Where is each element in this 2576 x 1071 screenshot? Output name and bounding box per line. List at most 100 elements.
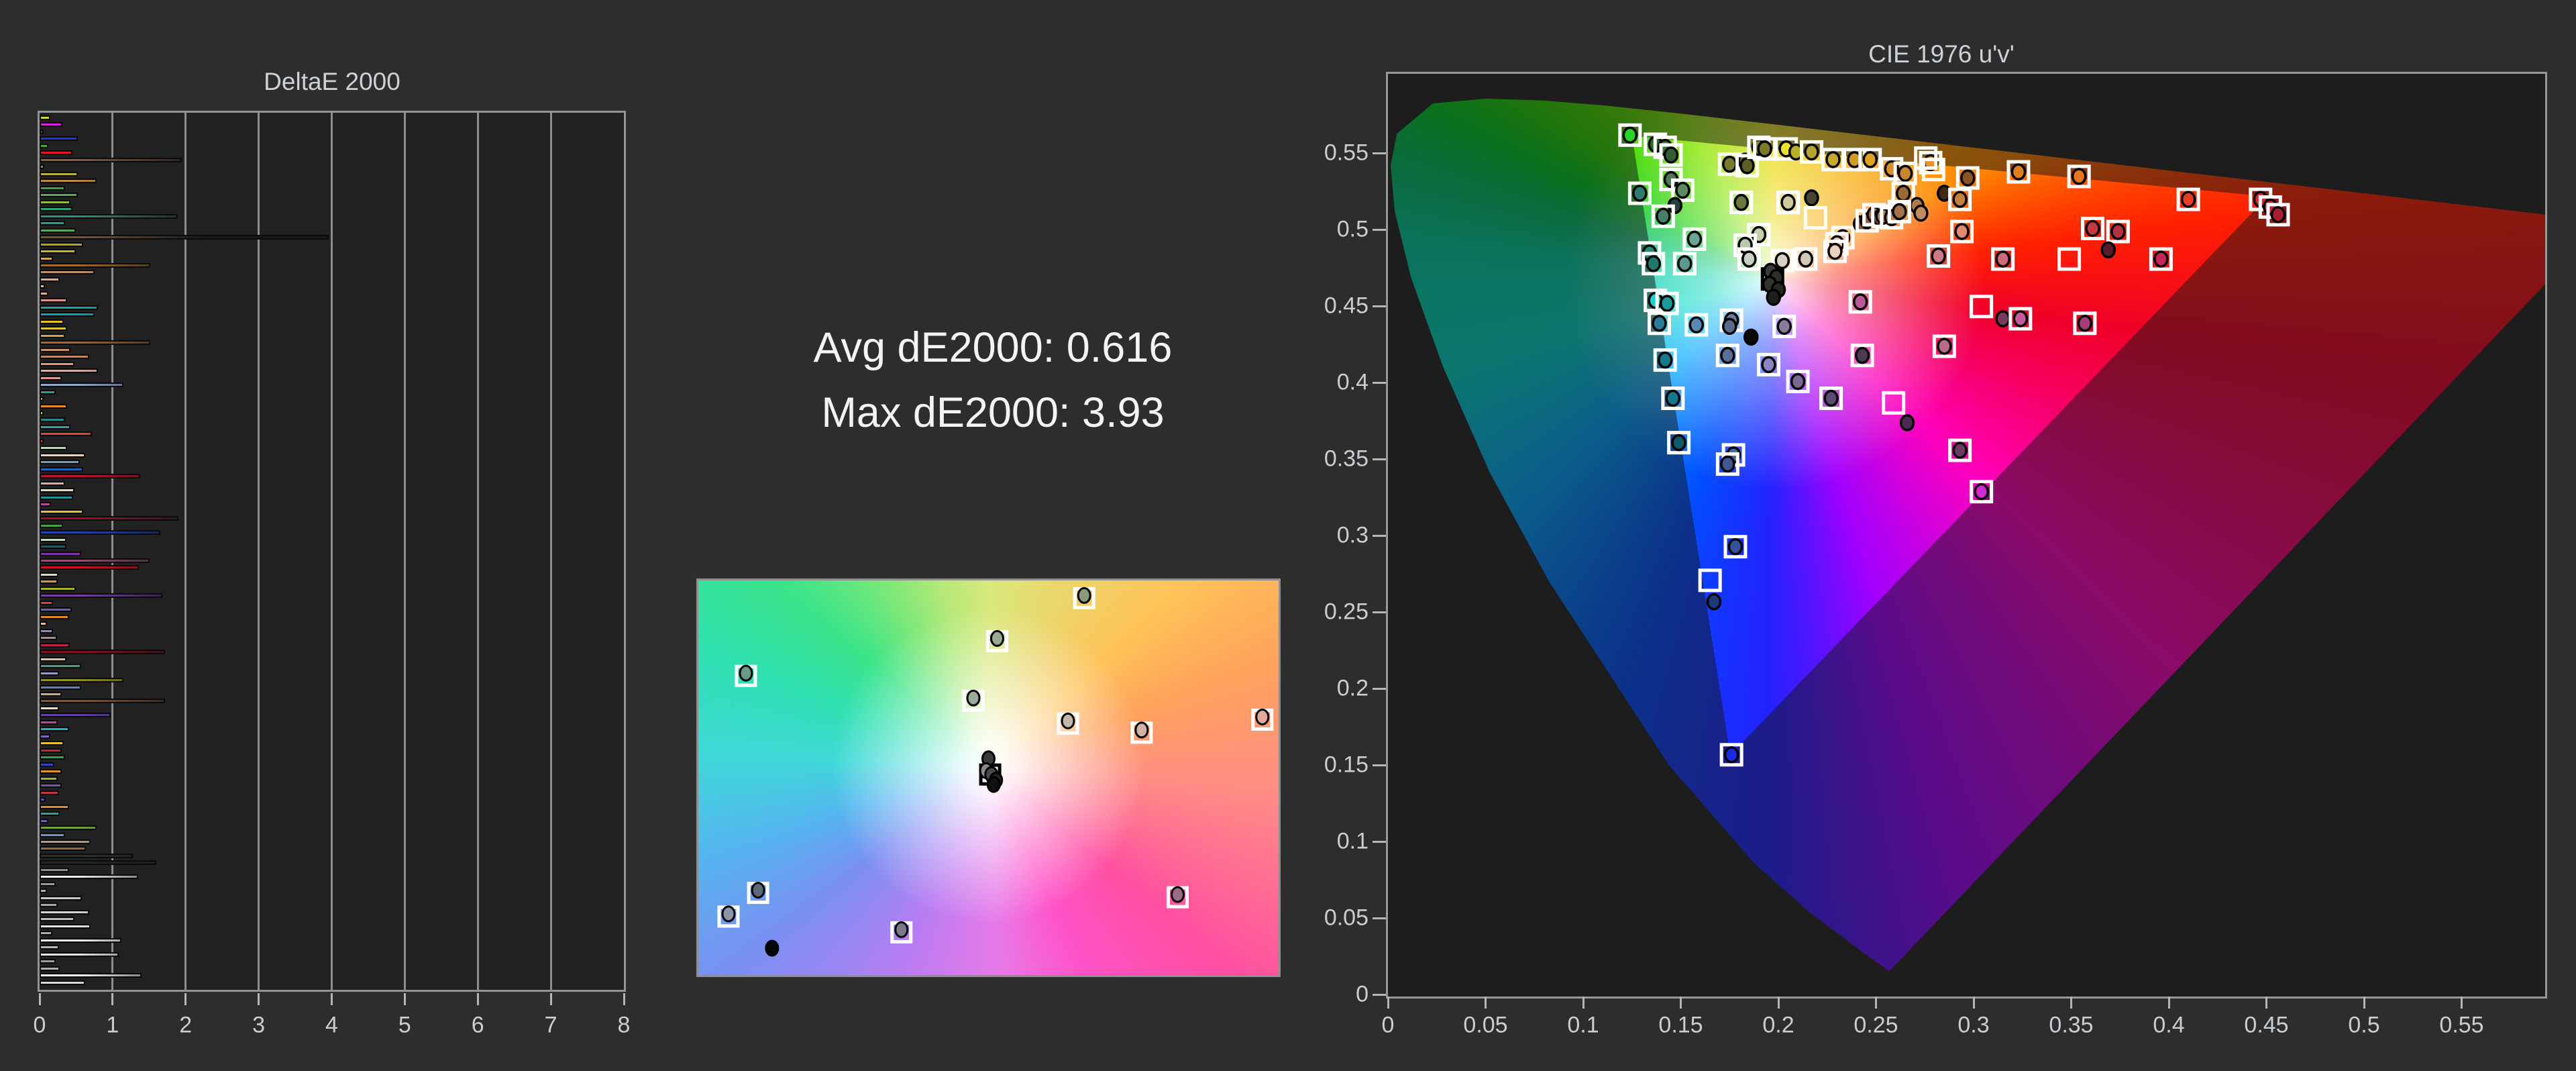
target-square — [1737, 247, 1761, 271]
cie-x-tick-label: 0.1 — [1567, 1012, 1599, 1038]
bar-gridline — [549, 113, 552, 990]
cie-x-tick — [1875, 997, 1877, 1009]
measured-point — [1913, 204, 1929, 222]
measured-point — [1952, 191, 1968, 208]
deltae-bar — [40, 790, 60, 795]
cie-y-tick-label: 0.1 — [1336, 828, 1368, 854]
measured-point — [1974, 482, 1989, 501]
deltae-bar — [40, 488, 75, 493]
deltae-bar — [40, 558, 150, 563]
bar-gridline — [331, 113, 333, 990]
measured-point — [2110, 223, 2126, 240]
deltae-bar — [40, 973, 142, 978]
bar-gridline — [184, 113, 187, 990]
target-square — [1950, 219, 1974, 244]
measured-point — [1862, 151, 1878, 168]
deltae-bar — [40, 853, 133, 858]
cie-x-tick — [2363, 997, 2365, 1009]
measured-point — [1761, 356, 1776, 374]
deltae-bar — [40, 642, 70, 648]
measured-point — [1897, 164, 1913, 183]
cie-y-tick — [1373, 764, 1386, 766]
cie-plot-area — [1386, 72, 2547, 999]
target-square — [1682, 227, 1707, 251]
deltae-bar — [40, 157, 182, 162]
deltae-bar — [40, 284, 45, 289]
bar-x-tick-label: 8 — [617, 1012, 631, 1038]
deltae-bar — [40, 319, 64, 324]
deltae-bar — [40, 530, 160, 536]
cie-y-tick — [1373, 305, 1386, 307]
cie-y-tick — [1373, 840, 1386, 843]
measured-point — [1743, 328, 1759, 346]
deltae-bar — [40, 959, 56, 964]
target-square — [1647, 311, 1671, 336]
measured-point — [989, 629, 1004, 647]
target-square — [1850, 344, 1874, 368]
deltae-bar — [40, 628, 53, 633]
deltae-bar — [40, 895, 83, 901]
measured-point — [1723, 746, 1739, 764]
deltae-bar — [40, 832, 66, 837]
deltae-bar — [40, 262, 151, 268]
deltae-bar — [40, 945, 60, 950]
measured-point — [721, 905, 736, 923]
cie-y-tick — [1373, 458, 1386, 460]
measured-point — [2270, 206, 2286, 223]
deltae-bar — [40, 551, 82, 556]
cie-y-tick-label: 0.5 — [1336, 216, 1368, 242]
deltae-bar — [40, 621, 47, 627]
target-square — [2006, 160, 2031, 184]
target-square — [1653, 348, 1677, 372]
deltae-bar — [40, 713, 111, 718]
cie-y-tick — [1373, 993, 1386, 996]
target-square — [1794, 247, 1818, 271]
deltae-bar — [40, 460, 80, 465]
measured-point — [1688, 316, 1705, 334]
measured-point — [1780, 193, 1796, 211]
deltae-bar — [40, 678, 124, 683]
measured-point — [894, 921, 909, 938]
measured-point — [1931, 247, 1946, 265]
bar-x-tick — [184, 993, 187, 1005]
deltae-bar — [40, 340, 151, 346]
cie-x-tick — [2461, 997, 2463, 1009]
bar-x-tick-label: 3 — [252, 1012, 266, 1038]
deltae-bar — [40, 446, 68, 451]
measured-point — [1722, 317, 1737, 336]
measured-point — [2010, 163, 2027, 181]
target-square — [1819, 387, 1843, 411]
deltae-bar — [40, 705, 60, 711]
measured-point — [1671, 434, 1686, 452]
deltae-bar — [40, 523, 63, 528]
measured-point — [2153, 250, 2169, 268]
measured-point — [1995, 310, 2010, 327]
target-square — [1651, 204, 1675, 228]
deltae-bar — [40, 213, 178, 219]
measured-point — [1892, 203, 1907, 221]
deltae-bar — [40, 227, 76, 233]
target-square — [2176, 187, 2200, 211]
cie-y-tick-label: 0.45 — [1324, 293, 1368, 319]
cie-x-tick — [1485, 997, 1487, 1009]
measured-point — [1741, 250, 1757, 268]
target-square — [2081, 216, 2105, 240]
deltae-bar — [40, 516, 178, 521]
deltae-bar — [40, 860, 157, 866]
cie-y-tick-label: 0.35 — [1324, 446, 1368, 472]
bar-x-tick-label: 6 — [471, 1012, 484, 1038]
deltae-bar — [40, 909, 90, 915]
deltae-bar — [40, 614, 69, 619]
target-square — [1715, 452, 1739, 476]
deltae-bar — [40, 431, 93, 437]
measured-point — [1170, 886, 1185, 903]
cie-chart-title: CIE 1976 u'v' — [1868, 40, 2015, 68]
deltae-bar — [40, 199, 70, 205]
measured-point — [1727, 538, 1743, 556]
target-square — [2057, 247, 2082, 271]
bar-x-tick-label: 7 — [544, 1012, 557, 1038]
cie-x-tick — [1777, 997, 1780, 1009]
cie-y-tick-label: 0.15 — [1324, 752, 1368, 778]
deltae-bar — [40, 593, 162, 599]
